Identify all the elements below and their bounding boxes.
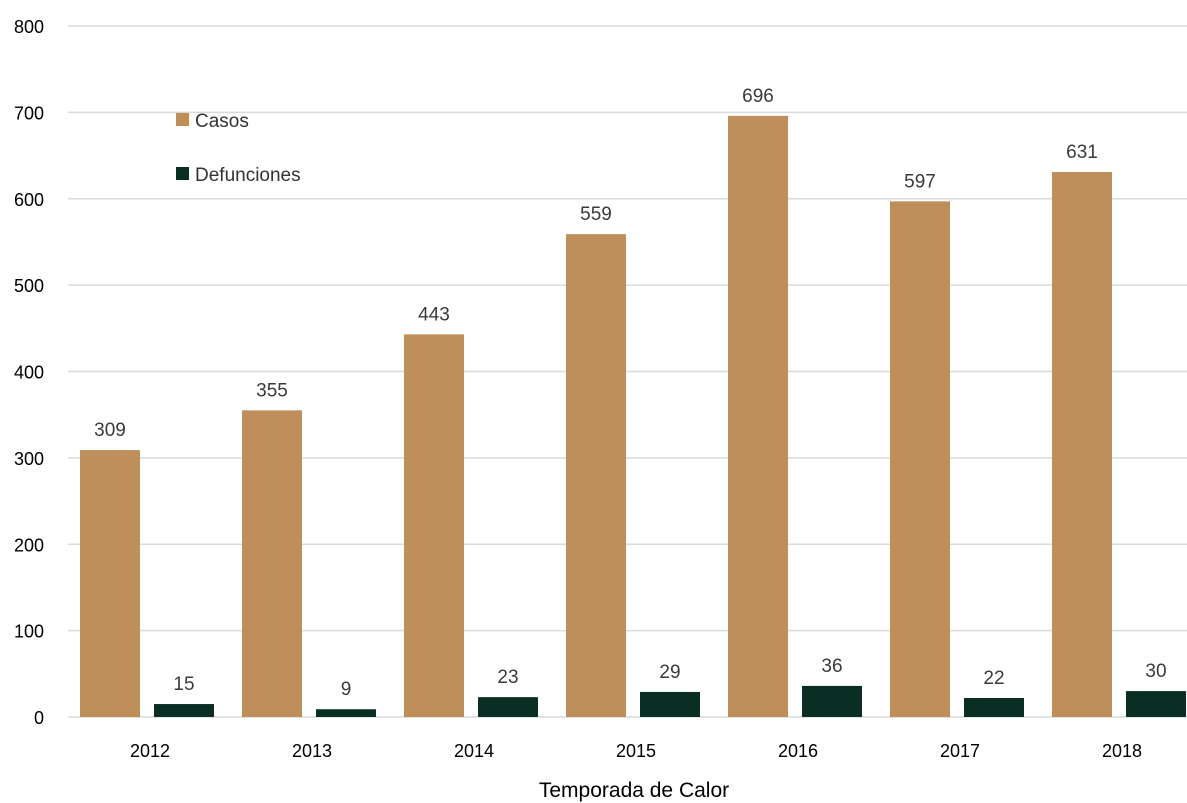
data-label: 559 bbox=[580, 204, 612, 225]
bars bbox=[80, 115, 1186, 717]
y-tick-label: 500 bbox=[14, 276, 44, 296]
y-tick-label: 200 bbox=[14, 535, 44, 555]
y-tick-label: 700 bbox=[14, 103, 44, 123]
y-tick-label: 0 bbox=[34, 708, 44, 728]
y-tick-label: 800 bbox=[14, 17, 44, 37]
data-label: 631 bbox=[1066, 142, 1098, 163]
x-tick-label: 2015 bbox=[616, 741, 656, 761]
bar-defunciones bbox=[802, 685, 862, 717]
bar-casos bbox=[404, 334, 464, 717]
x-axis-title: Temporada de Calor bbox=[539, 779, 729, 802]
bar-defunciones bbox=[316, 709, 376, 717]
bar-casos bbox=[890, 201, 950, 717]
x-tick-label: 2018 bbox=[1102, 741, 1142, 761]
bar-defunciones bbox=[1126, 691, 1186, 717]
legend-swatch bbox=[176, 167, 189, 180]
data-label: 30 bbox=[1145, 661, 1166, 682]
legend: Casos Defunciones bbox=[176, 111, 301, 186]
bar-casos bbox=[566, 234, 626, 717]
bar-defunciones bbox=[478, 697, 538, 717]
data-label: 22 bbox=[983, 668, 1004, 689]
data-label: 443 bbox=[418, 304, 450, 325]
data-label: 309 bbox=[94, 420, 126, 441]
y-tick-label: 600 bbox=[14, 190, 44, 210]
bar-casos bbox=[242, 410, 302, 717]
y-axis-ticks: 0 100 200 300 400 500 600 700 800 bbox=[14, 17, 44, 728]
data-label: 597 bbox=[904, 171, 936, 192]
x-tick-label: 2016 bbox=[778, 741, 818, 761]
data-label: 9 bbox=[341, 679, 352, 700]
bar-casos bbox=[80, 450, 140, 717]
data-label: 29 bbox=[659, 662, 680, 683]
bar-defunciones bbox=[640, 691, 700, 717]
data-label: 36 bbox=[821, 656, 842, 677]
bar-defunciones bbox=[154, 704, 214, 717]
data-label: 23 bbox=[497, 667, 518, 688]
x-tick-label: 2013 bbox=[292, 741, 332, 761]
data-label: 15 bbox=[173, 674, 194, 695]
y-tick-label: 300 bbox=[14, 449, 44, 469]
y-tick-label: 100 bbox=[14, 622, 44, 642]
x-tick-label: 2017 bbox=[940, 741, 980, 761]
x-tick-label: 2014 bbox=[454, 741, 494, 761]
legend-swatch bbox=[176, 113, 189, 126]
legend-label: Casos bbox=[195, 111, 249, 132]
x-tick-label: 2012 bbox=[130, 741, 170, 761]
bar-casos bbox=[1052, 171, 1112, 717]
legend-label: Defunciones bbox=[195, 165, 301, 186]
x-axis-ticks: 2012 2013 2014 2015 2016 2017 2018 bbox=[130, 741, 1142, 761]
bar-casos bbox=[728, 115, 788, 717]
bar-defunciones bbox=[964, 697, 1024, 717]
y-tick-label: 400 bbox=[14, 363, 44, 383]
data-label: 355 bbox=[256, 380, 288, 401]
data-labels: 309 15 355 9 443 23 559 29 696 36 597 22 631 30 bbox=[94, 86, 1166, 700]
data-label: 696 bbox=[742, 86, 774, 107]
